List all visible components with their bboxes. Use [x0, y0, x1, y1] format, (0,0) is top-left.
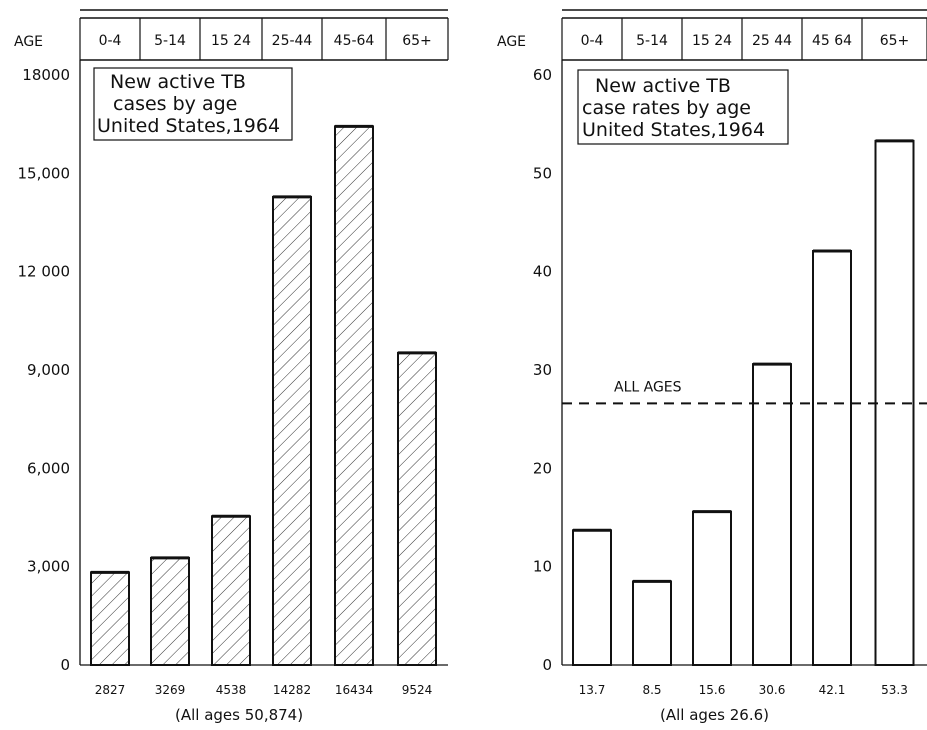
right-value-label-6: 53.3	[881, 683, 908, 697]
right-title-line-3: United States,1964	[582, 119, 765, 141]
right-y-tick-label: 50	[533, 164, 552, 182]
left-value-label-2: 3269	[155, 683, 186, 697]
right-header-cell-6: 65+	[880, 33, 910, 49]
left-title-line-3: United States,1964	[97, 115, 280, 137]
right-header-cell-3: 15 24	[692, 33, 732, 49]
right-y-tick-label: 10	[533, 558, 552, 576]
left-value-label-3: 4538	[216, 683, 247, 697]
right-title-line-1: New active TB	[595, 75, 731, 97]
left-value-label-1: 2827	[95, 683, 126, 697]
left-bar-6	[397, 351, 437, 666]
right-header-cell-1: 0-4	[581, 33, 604, 49]
right-bar-5	[812, 250, 852, 666]
left-header-cell-2: 5-14	[154, 33, 186, 49]
right-bar-2	[632, 580, 672, 667]
left-y-tick-label: 0	[60, 656, 70, 674]
right-age-header: AGE 0-4 5-14 15 24 25 44 45 64 65+	[497, 9, 927, 61]
right-bar-3	[692, 510, 732, 666]
left-bar-4	[272, 195, 312, 667]
left-title-line-2: cases by age	[113, 93, 237, 115]
right-title-box	[577, 69, 789, 145]
left-value-label-5: 16434	[335, 683, 373, 697]
left-title-box	[93, 67, 293, 141]
right-value-label-4: 30.6	[759, 683, 786, 697]
right-header-cell-4: 25 44	[752, 33, 792, 49]
right-header-cell-5: 45 64	[812, 33, 852, 49]
left-y-tick-label: 9,000	[27, 361, 70, 379]
right-footnote: (All ages 26.6)	[660, 706, 769, 724]
right-value-label-5: 42.1	[819, 683, 846, 697]
left-bar-1	[90, 571, 130, 666]
left-age-label: AGE	[14, 34, 43, 50]
right-bar-4	[752, 363, 792, 666]
left-footnote: (All ages 50,874)	[175, 706, 303, 724]
left-age-header: AGE 0-4 5-14 15 24 25-44 45-64 65+	[14, 9, 449, 61]
left-header-cell-4: 25-44	[272, 33, 313, 49]
right-chart: AGE 0-4 5-14 15 24 25 44 45 64 65+ New active…	[497, 9, 927, 724]
left-title-line-1: New active TB	[110, 71, 246, 93]
right-y-tick-label: 60	[533, 66, 552, 84]
left-y-tick-label: 15,000	[18, 164, 71, 182]
left-bar-5	[334, 125, 374, 666]
left-header-cell-3: 15 24	[211, 33, 251, 49]
left-y-tick-label: 3,000	[27, 558, 70, 576]
left-y-tick-label: 6,000	[27, 459, 70, 477]
right-value-label-2: 8.5	[642, 683, 661, 697]
left-value-label-4: 14282	[273, 683, 311, 697]
right-y-tick-label: 40	[533, 263, 552, 281]
left-value-label-6: 9524	[402, 683, 433, 697]
right-value-label-1: 13.7	[579, 683, 606, 697]
right-age-label: AGE	[497, 34, 526, 50]
left-header-cell-1: 0-4	[99, 33, 122, 49]
right-value-label-3: 15.6	[699, 683, 726, 697]
right-y-tick-label: 30	[533, 361, 552, 379]
right-y-tick-label: 20	[533, 459, 552, 477]
right-bar-1	[572, 529, 612, 666]
right-header-cell-2: 5-14	[636, 33, 668, 49]
left-header-cell-6: 65+	[402, 33, 432, 49]
left-y-tick-label: 12 000	[18, 263, 71, 281]
left-header-cell-5: 45-64	[334, 33, 375, 49]
right-title-line-2: case rates by age	[582, 97, 751, 119]
left-bar-2	[150, 556, 190, 666]
left-y-tick-label: 18000	[22, 66, 70, 84]
left-bar-3	[211, 515, 251, 667]
right-all-ages-label: ALL AGES	[614, 379, 682, 395]
right-y-tick-label: 0	[542, 656, 552, 674]
left-chart: AGE 0-4 5-14 15 24 25-44 45-64 65+ New active…	[14, 9, 449, 724]
